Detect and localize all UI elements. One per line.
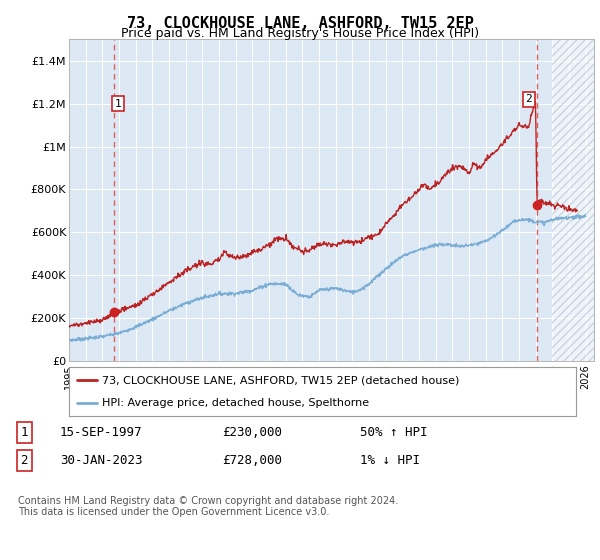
Text: 50% ↑ HPI: 50% ↑ HPI: [360, 426, 427, 439]
Text: 2: 2: [525, 94, 532, 104]
Text: 1: 1: [115, 99, 122, 109]
Text: 30-JAN-2023: 30-JAN-2023: [60, 454, 143, 467]
Text: 1% ↓ HPI: 1% ↓ HPI: [360, 454, 420, 467]
Text: 1: 1: [20, 426, 28, 439]
Text: HPI: Average price, detached house, Spelthorne: HPI: Average price, detached house, Spel…: [102, 398, 369, 408]
Text: Contains HM Land Registry data © Crown copyright and database right 2024.
This d: Contains HM Land Registry data © Crown c…: [18, 496, 398, 517]
Text: 73, CLOCKHOUSE LANE, ASHFORD, TW15 2EP (detached house): 73, CLOCKHOUSE LANE, ASHFORD, TW15 2EP (…: [102, 375, 460, 385]
Text: 2: 2: [20, 454, 28, 467]
Text: £230,000: £230,000: [222, 426, 282, 439]
Text: 15-SEP-1997: 15-SEP-1997: [60, 426, 143, 439]
Bar: [553, 39, 594, 361]
Text: Price paid vs. HM Land Registry's House Price Index (HPI): Price paid vs. HM Land Registry's House …: [121, 27, 479, 40]
Text: £728,000: £728,000: [222, 454, 282, 467]
Text: 73, CLOCKHOUSE LANE, ASHFORD, TW15 2EP: 73, CLOCKHOUSE LANE, ASHFORD, TW15 2EP: [127, 16, 473, 31]
